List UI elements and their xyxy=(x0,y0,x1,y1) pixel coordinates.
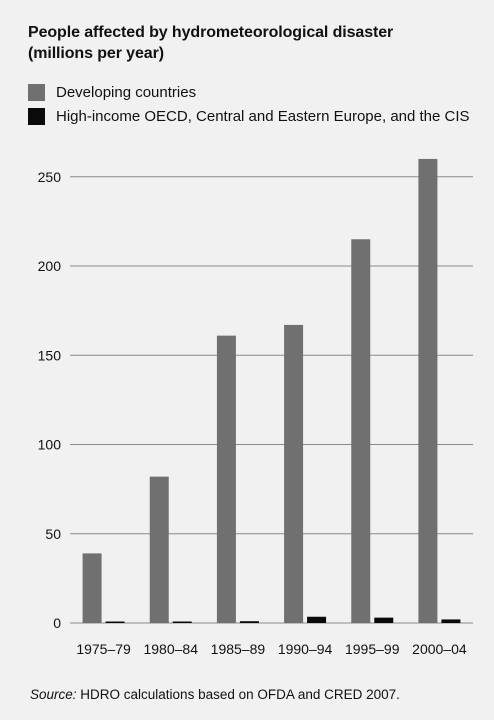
chart-title-line-2: (millions per year) xyxy=(28,45,164,62)
legend-swatch-developing xyxy=(28,84,45,101)
legend-swatch-high-income xyxy=(28,108,45,125)
bar-developing-4 xyxy=(351,239,371,623)
x-tick-label-1: 1980–84 xyxy=(143,641,198,657)
legend-label-high-income: High-income OECD, Central and Eastern Eu… xyxy=(56,108,470,125)
x-tick-label-2: 1985–89 xyxy=(211,641,266,657)
source-text: HDRO calculations based on OFDA and CRED… xyxy=(76,687,400,702)
bar-developing-1 xyxy=(149,476,169,623)
bar-developing-3 xyxy=(284,324,304,623)
bar-high-income-0 xyxy=(105,621,125,623)
chart-title: People affected by hydrometeorological d… xyxy=(28,22,478,64)
y-tick-label-4: 200 xyxy=(38,258,62,274)
bar-developing-0 xyxy=(82,553,102,623)
bar-developing-2 xyxy=(216,335,236,623)
y-tick-label-1: 50 xyxy=(45,526,61,542)
x-tick-label-5: 2000–04 xyxy=(412,641,467,657)
legend-label-developing: Developing countries xyxy=(56,84,197,101)
x-tick-label-4: 1995–99 xyxy=(345,641,400,657)
x-tick-label-0: 1975–79 xyxy=(76,641,131,657)
bar-developing-5 xyxy=(418,158,438,623)
bar-high-income-4 xyxy=(374,617,394,623)
y-tick-label-5: 250 xyxy=(38,169,62,185)
source-note: Source: HDRO calculations based on OFDA … xyxy=(30,686,400,704)
y-tick-label-3: 150 xyxy=(38,347,62,363)
legend-item-high-income: High-income OECD, Central and Eastern Eu… xyxy=(28,106,488,130)
bar-high-income-2 xyxy=(239,621,259,623)
bar-chart: 0 50 100 150 200 250 1975–79 1980–84 1985–89 1990… xyxy=(38,158,473,657)
bar-high-income-1 xyxy=(172,621,192,623)
y-tick-label-0: 0 xyxy=(53,615,61,631)
chart-title-line-1: People affected by hydrometeorological d… xyxy=(28,24,394,41)
legend: Developing countries High-income OECD, C… xyxy=(28,82,488,130)
legend-item-developing: Developing countries xyxy=(28,82,488,106)
bar-high-income-5 xyxy=(441,619,461,623)
bar-high-income-3 xyxy=(307,616,327,623)
y-tick-label-2: 100 xyxy=(38,437,62,453)
source-label: Source: xyxy=(30,687,77,702)
x-tick-label-3: 1990–94 xyxy=(278,641,333,657)
